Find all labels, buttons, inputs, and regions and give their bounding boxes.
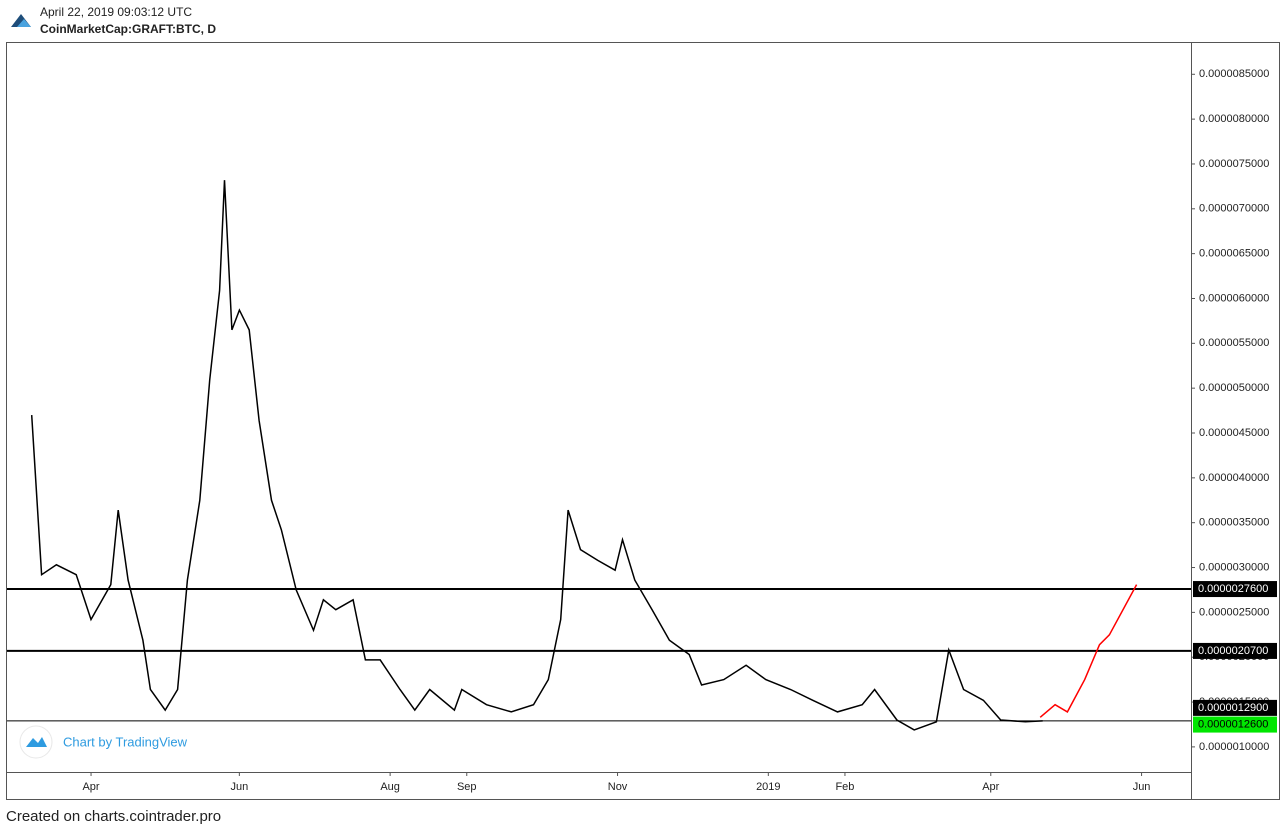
symbol: CoinMarketCap:GRAFT:BTC, D bbox=[40, 22, 216, 36]
frame bbox=[6, 42, 1280, 800]
x-tick-label: Sep bbox=[457, 781, 477, 793]
watermark: Chart by TradingView bbox=[19, 725, 188, 759]
x-tick-label: Jun bbox=[230, 781, 248, 793]
x-tick-label: Feb bbox=[835, 781, 854, 793]
price-label-box bbox=[1193, 716, 1277, 733]
x-tick-label: Jun bbox=[1133, 781, 1151, 793]
watermark-text: Chart by TradingView bbox=[63, 734, 188, 749]
price-label-box bbox=[1193, 581, 1277, 598]
price-label: 0.0000027600 bbox=[1198, 583, 1268, 595]
y-tick-label: 0.0000065000 bbox=[1199, 248, 1269, 260]
x-tick-label: Nov bbox=[608, 781, 628, 793]
y-tick-label: 0.0000050000 bbox=[1199, 382, 1269, 394]
y-tick-label: 0.0000055000 bbox=[1199, 337, 1269, 349]
footer: Created on charts.cointrader.pro bbox=[6, 808, 221, 825]
y-tick-label: 0.0000060000 bbox=[1199, 292, 1269, 304]
y-tick-label: 0.0000035000 bbox=[1199, 517, 1269, 529]
price-label-box bbox=[1193, 699, 1277, 716]
y-tick-label: 0.0000045000 bbox=[1199, 427, 1269, 439]
x-tick-label: Aug bbox=[380, 781, 400, 793]
y-tick-label: 0.0000070000 bbox=[1199, 203, 1269, 215]
x-tick-label: Apr bbox=[82, 781, 99, 793]
logo bbox=[10, 8, 32, 30]
y-tick-label: 0.0000010000 bbox=[1199, 741, 1269, 753]
price-label: 0.0000012900 bbox=[1198, 702, 1268, 714]
y-tick-label: 0.0000025000 bbox=[1199, 606, 1269, 618]
price-label: 0.0000020700 bbox=[1198, 645, 1268, 657]
price-line bbox=[1039, 584, 1138, 718]
x-tick-label: 2019 bbox=[756, 781, 780, 793]
price-line bbox=[30, 180, 1043, 731]
y-tick-label: 0.0000030000 bbox=[1199, 561, 1269, 573]
price-label-box bbox=[1193, 642, 1277, 659]
y-tick-label: 0.0000040000 bbox=[1199, 472, 1269, 484]
x-tick-label: Apr bbox=[982, 781, 999, 793]
y-tick-label: 0.0000085000 bbox=[1199, 68, 1269, 80]
price-label: 0.0000012600 bbox=[1198, 718, 1268, 730]
y-tick-label: 0.0000080000 bbox=[1199, 113, 1269, 125]
y-tick-label: 0.0000075000 bbox=[1199, 158, 1269, 170]
timestamp: April 22, 2019 09:03:12 UTC bbox=[40, 5, 192, 19]
